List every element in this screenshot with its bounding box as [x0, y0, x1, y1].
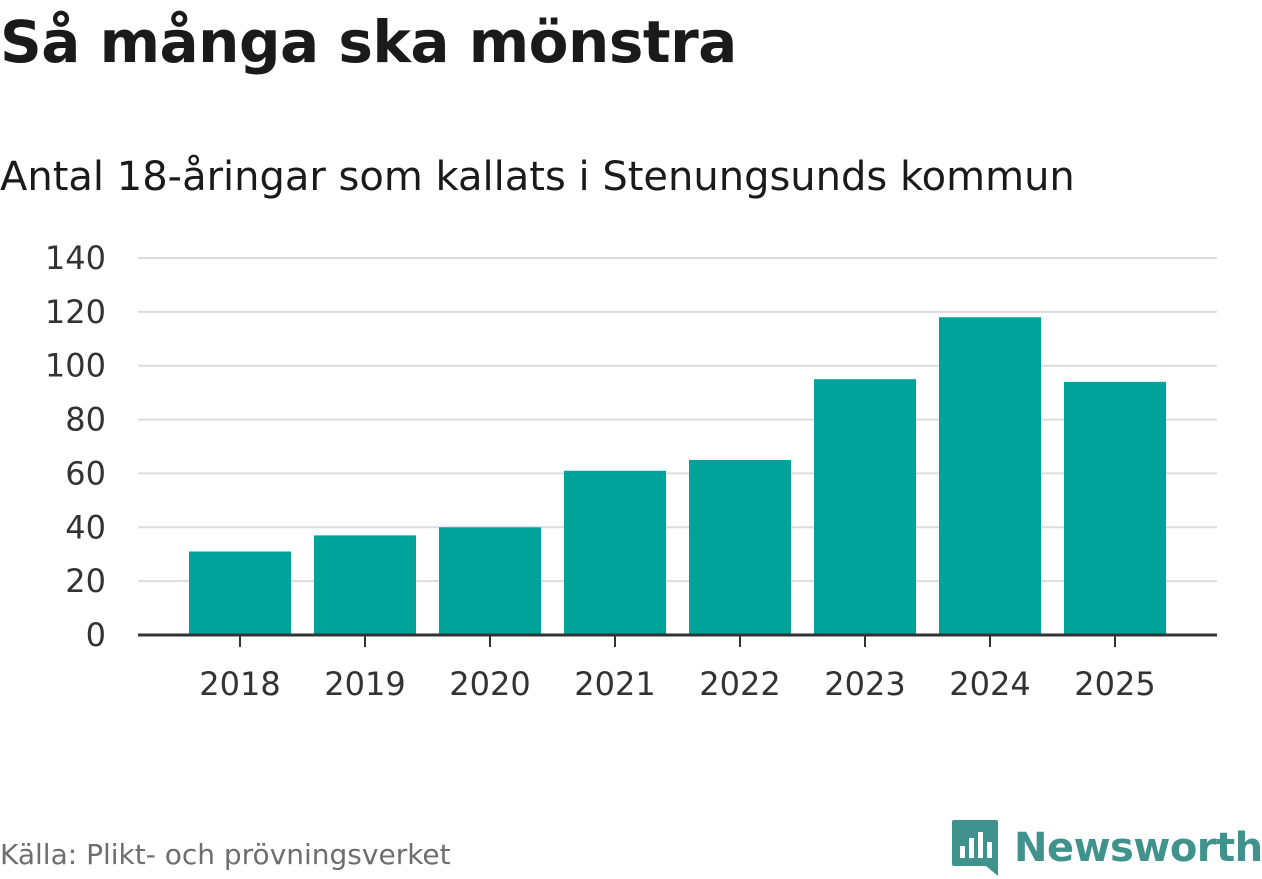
x-tick-label: 2024: [949, 665, 1030, 703]
y-tick-label: 140: [45, 239, 106, 277]
x-tick-label: 2025: [1074, 665, 1155, 703]
newsworthy-logo-icon: [952, 820, 998, 876]
bar-2021: [564, 470, 666, 635]
x-tick-label: 2023: [824, 665, 905, 703]
y-tick-label: 100: [45, 347, 106, 385]
bar-2022: [689, 459, 791, 635]
x-tick-label: 2022: [699, 665, 780, 703]
chart-title: Så många ska mönstra: [0, 8, 737, 76]
brand-name: Newsworthy: [1014, 825, 1262, 871]
x-axis: 2018 2019 2020 2021 2022 2023 2024 2025: [138, 633, 1217, 703]
bar-2018: [189, 551, 291, 635]
bar-2025: [1064, 381, 1166, 635]
y-axis: 0 20 40 60 80 100 120 140: [45, 239, 106, 654]
y-tick-label: 20: [65, 562, 106, 600]
x-tick-label: 2018: [199, 665, 280, 703]
y-tick-label: 120: [45, 293, 106, 331]
source-note: Källa: Plikt- och prövningsverket: [0, 838, 451, 871]
bars: [189, 317, 1166, 635]
brand-logo: Newsworthy: [950, 818, 1262, 878]
bar-2023: [814, 379, 916, 635]
bar-2020: [439, 527, 541, 635]
y-tick-label: 0: [86, 616, 106, 654]
y-tick-label: 80: [65, 401, 106, 439]
chart-subtitle: Antal 18-åringar som kallats i Stenungsu…: [0, 154, 1075, 200]
y-tick-label: 60: [65, 454, 106, 492]
x-tick-label: 2020: [449, 665, 530, 703]
gridlines: [138, 257, 1217, 583]
x-tick-label: 2021: [574, 665, 655, 703]
bar-2024: [939, 317, 1041, 635]
x-tick-label: 2019: [324, 665, 405, 703]
y-tick-label: 40: [65, 508, 106, 546]
bar-2019: [314, 535, 416, 635]
